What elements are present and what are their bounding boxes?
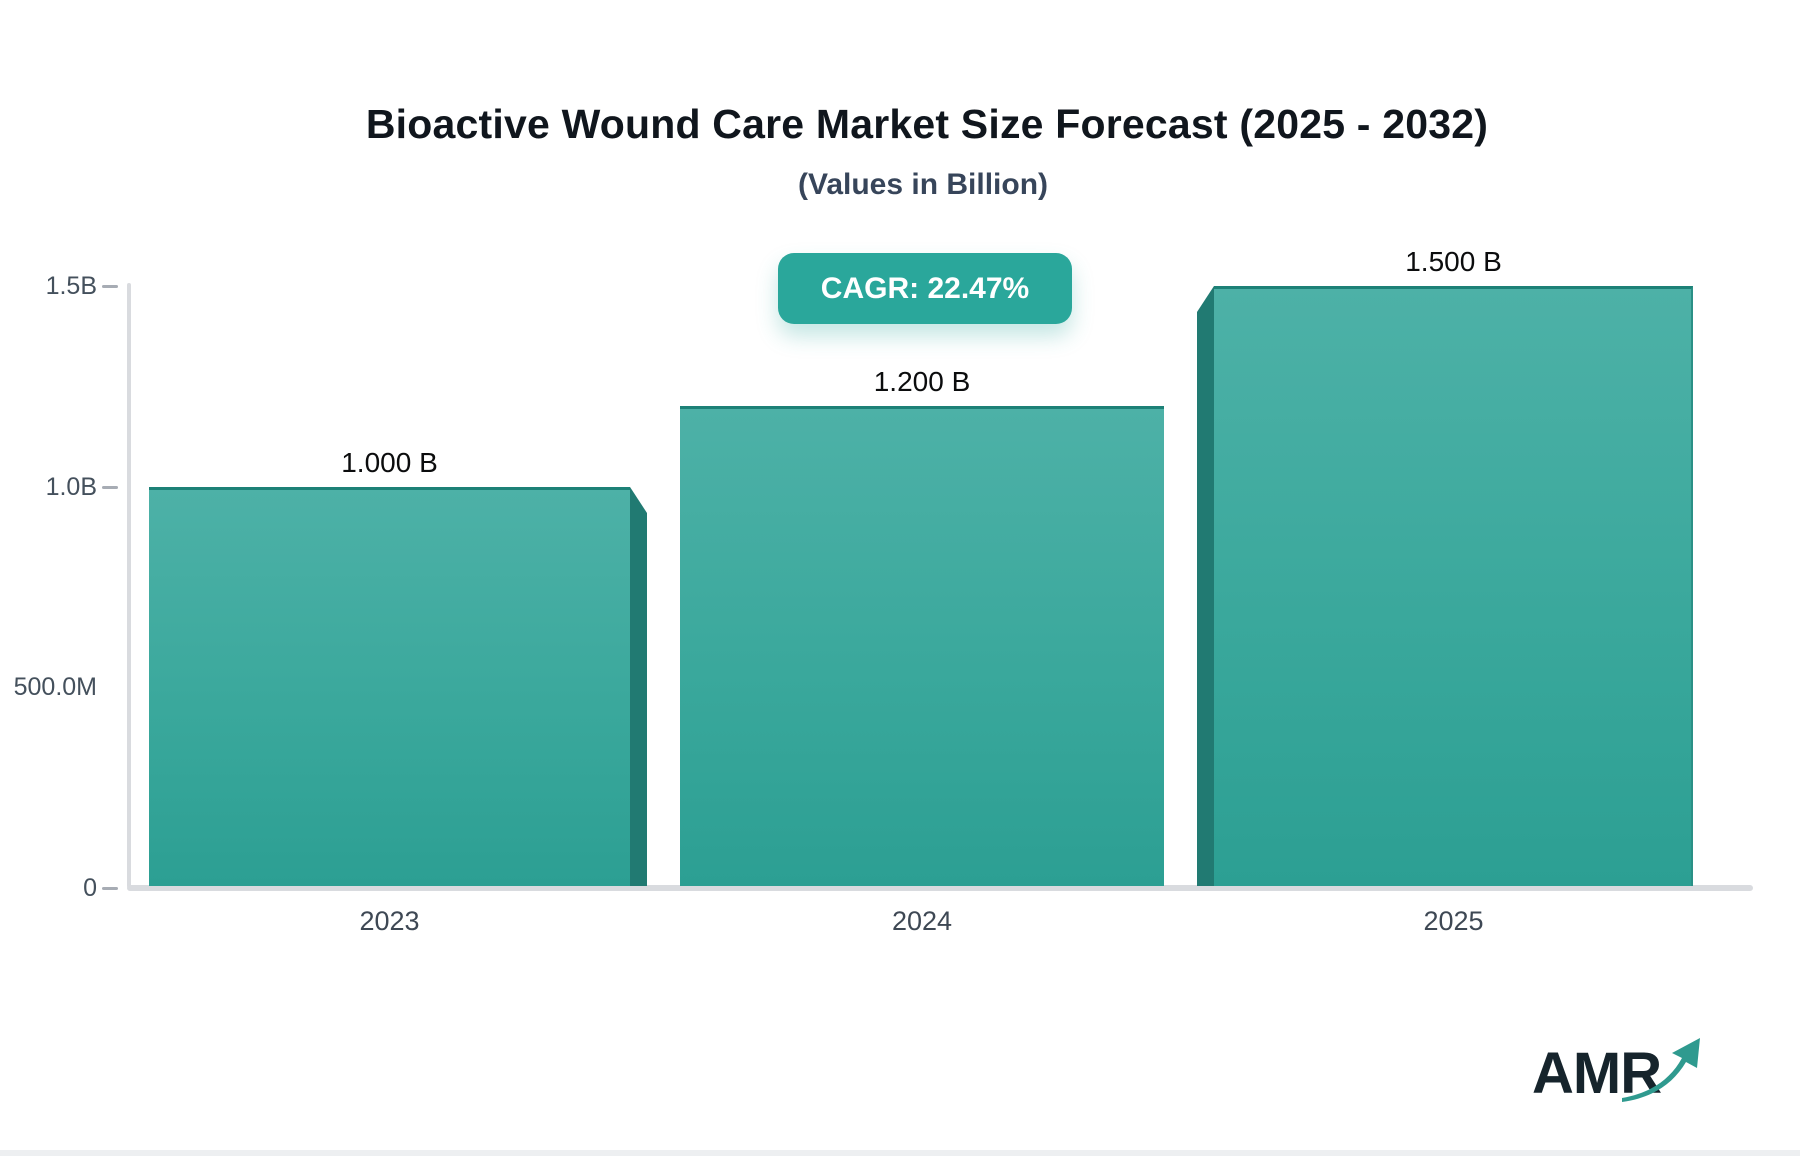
bar-2024 xyxy=(680,406,1164,886)
y-axis-tick-dash xyxy=(102,285,118,288)
y-axis-tick-label: 1.5B xyxy=(45,272,97,300)
y-axis-tick-label: 500.0M xyxy=(13,673,97,701)
bar-value-label-2024: 1.200 B xyxy=(873,366,971,397)
y-axis-line xyxy=(127,283,131,888)
bottom-border-strip xyxy=(0,1150,1800,1156)
x-axis-baseline xyxy=(127,885,1753,891)
y-axis-tick-dash xyxy=(102,887,118,890)
y-axis-tick-dash xyxy=(102,486,118,489)
chart-subtitle: (Values in Billion) xyxy=(797,168,1049,201)
bar-3d-side-2023 xyxy=(630,487,647,886)
bar-2023 xyxy=(149,487,630,886)
y-axis-tick-label: 0 xyxy=(83,874,97,902)
growth-arrow-icon xyxy=(1622,1038,1700,1102)
chart-title: Bioactive Wound Care Market Size Forecas… xyxy=(365,101,1489,147)
y-axis-tick-label: 1.0B xyxy=(45,473,97,501)
bar-value-label-2025: 1.500 B xyxy=(1405,246,1502,277)
cagr-badge: CAGR: 22.47% xyxy=(778,253,1072,324)
bar-2025 xyxy=(1214,286,1693,886)
bar-value-label-2023: 1.000 B xyxy=(341,447,438,478)
amr-logo: AMR xyxy=(1532,1032,1722,1122)
x-axis-label-2024: 2024 xyxy=(891,906,953,936)
x-axis-label-2023: 2023 xyxy=(359,906,420,936)
x-axis-label-2025: 2025 xyxy=(1423,906,1484,936)
bar-3d-side-2025 xyxy=(1197,286,1214,886)
